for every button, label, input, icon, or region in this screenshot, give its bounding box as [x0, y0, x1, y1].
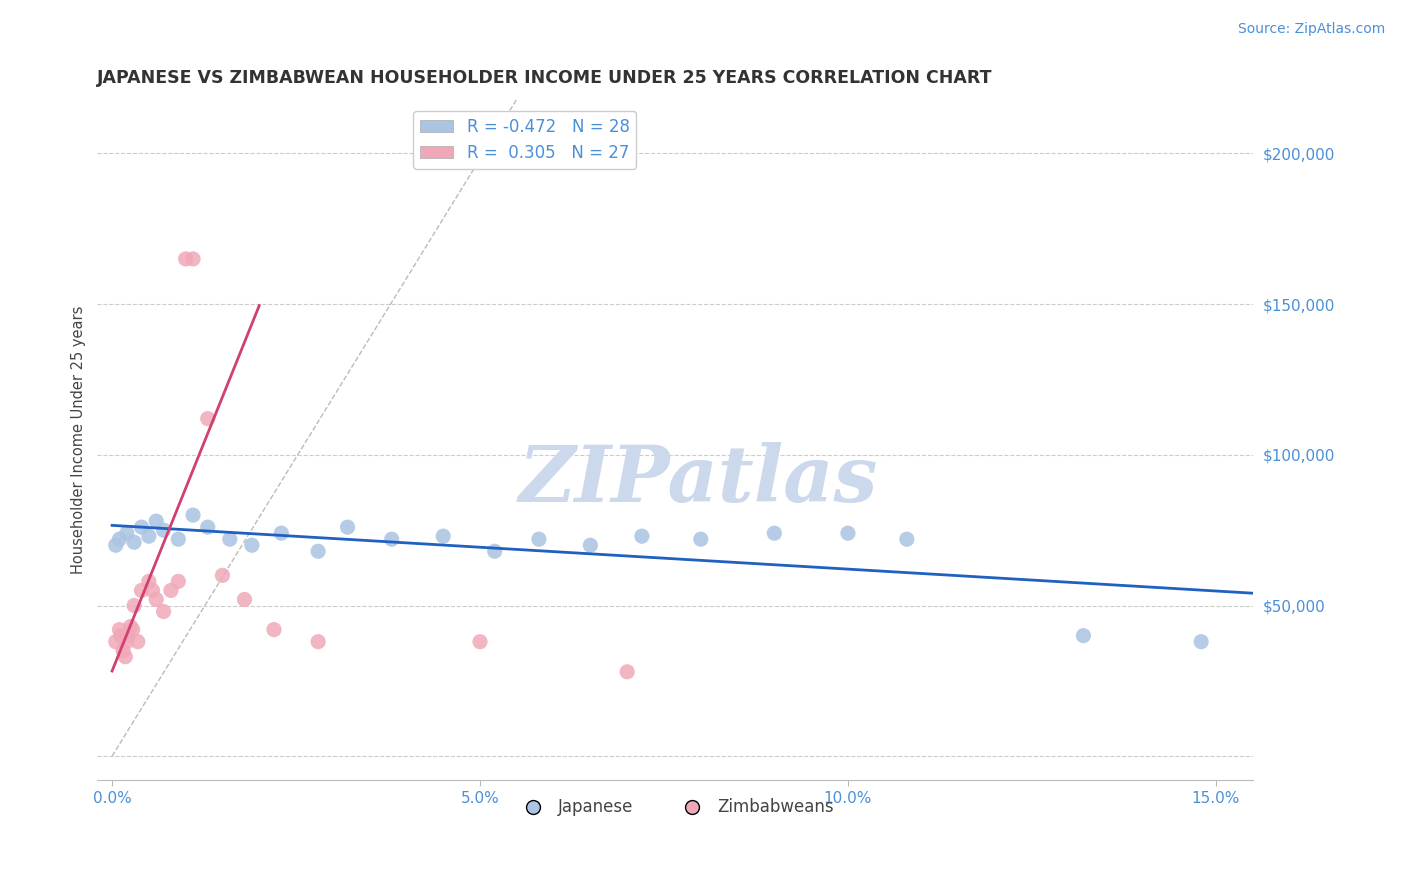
- Point: [122, 599, 145, 613]
- Point: [167, 532, 190, 546]
- Point: [120, 619, 142, 633]
- Point: [527, 532, 550, 546]
- Point: [468, 634, 491, 648]
- Point: [145, 514, 167, 528]
- Point: [579, 538, 602, 552]
- Point: [114, 649, 136, 664]
- Point: [896, 532, 918, 546]
- Point: [104, 634, 127, 648]
- Point: [145, 592, 167, 607]
- Point: [108, 623, 131, 637]
- Point: [141, 583, 163, 598]
- Point: [1189, 634, 1212, 648]
- Point: [152, 523, 174, 537]
- Point: [233, 592, 256, 607]
- Point: [131, 583, 153, 598]
- Point: [181, 508, 204, 522]
- Point: [432, 529, 454, 543]
- Point: [138, 574, 160, 589]
- Point: [197, 520, 219, 534]
- Point: [631, 529, 654, 543]
- Point: [837, 526, 859, 541]
- Text: JAPANESE VS ZIMBABWEAN HOUSEHOLDER INCOME UNDER 25 YEARS CORRELATION CHART: JAPANESE VS ZIMBABWEAN HOUSEHOLDER INCOM…: [97, 69, 993, 87]
- Point: [270, 526, 292, 541]
- Point: [240, 538, 263, 552]
- Point: [174, 252, 197, 266]
- Point: [122, 535, 145, 549]
- Text: Source: ZipAtlas.com: Source: ZipAtlas.com: [1237, 22, 1385, 37]
- Point: [110, 629, 132, 643]
- Point: [689, 532, 711, 546]
- Point: [381, 532, 404, 546]
- Point: [763, 526, 786, 541]
- Point: [104, 538, 127, 552]
- Point: [181, 252, 204, 266]
- Point: [307, 634, 329, 648]
- Point: [336, 520, 359, 534]
- Point: [121, 623, 143, 637]
- Point: [108, 532, 131, 546]
- Point: [112, 643, 135, 657]
- Point: [211, 568, 233, 582]
- Point: [160, 583, 183, 598]
- Point: [307, 544, 329, 558]
- Point: [263, 623, 285, 637]
- Point: [127, 634, 149, 648]
- Point: [115, 526, 138, 541]
- Point: [197, 411, 219, 425]
- Point: [616, 665, 638, 679]
- Legend: Japanese, Zimbabweans: Japanese, Zimbabweans: [510, 792, 841, 823]
- Point: [115, 634, 138, 648]
- Text: ZIPatlas: ZIPatlas: [519, 442, 877, 519]
- Point: [1073, 629, 1095, 643]
- Point: [167, 574, 190, 589]
- Point: [152, 605, 174, 619]
- Y-axis label: Householder Income Under 25 years: Householder Income Under 25 years: [72, 306, 86, 574]
- Point: [117, 629, 139, 643]
- Point: [131, 520, 153, 534]
- Point: [218, 532, 240, 546]
- Point: [138, 529, 160, 543]
- Point: [484, 544, 506, 558]
